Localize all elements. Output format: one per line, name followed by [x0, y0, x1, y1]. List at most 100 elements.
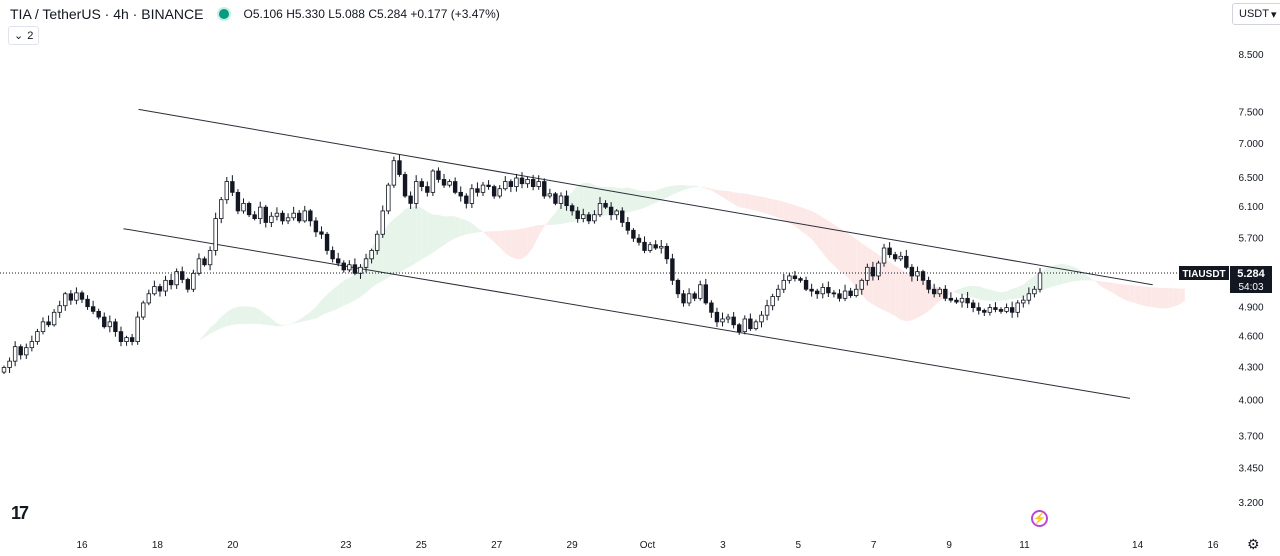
candle-body	[620, 210, 625, 223]
cloud-segment	[1095, 280, 1102, 287]
candle-body	[569, 205, 575, 212]
time-axis[interactable]: 16 18 20 23 25 27 29 Oct 3 5 7 9 11 14 16	[76, 540, 1219, 551]
cloud-segment	[165, 355, 172, 358]
cloud-segment	[700, 186, 706, 189]
symbol-title[interactable]: TIA / TetherUS · 4h · BINANCE	[10, 6, 204, 22]
cloud-segment	[460, 218, 467, 237]
y-tick-label: 3.200	[1238, 498, 1263, 509]
indicator-toggle-button[interactable]: ⌄ 2	[8, 26, 40, 45]
candle-body	[798, 278, 803, 281]
cloud-segment	[315, 300, 322, 319]
cloud-segment	[444, 216, 450, 246]
cloud-segment	[327, 289, 333, 313]
cloud-segment	[288, 322, 294, 325]
x-tick-label: 18	[152, 540, 164, 551]
x-tick-label: 23	[340, 540, 352, 551]
cloud-segment	[906, 272, 912, 322]
cloud-segment	[427, 211, 433, 257]
gear-icon[interactable]: ⚙	[1247, 536, 1260, 552]
candle-body	[18, 346, 23, 356]
cloud-segment	[533, 224, 539, 247]
cloud-segment	[728, 190, 734, 205]
x-tick-label: 11	[1019, 540, 1030, 551]
cloud-segment	[198, 334, 205, 341]
y-tick-label: 4.900	[1238, 303, 1263, 314]
cloud-segment	[755, 195, 762, 213]
cloud-segment	[884, 258, 890, 313]
candle-body	[224, 181, 229, 201]
cloud-segment	[962, 286, 968, 296]
candle-body	[118, 331, 124, 342]
candle-body	[659, 245, 664, 249]
cloud-segment	[260, 309, 266, 325]
currency-select[interactable]: USDT ▾	[1232, 3, 1280, 25]
candle-body	[113, 321, 118, 333]
candle-body	[124, 337, 129, 342]
cloud-segment	[895, 265, 901, 320]
cloud-segment	[956, 288, 963, 295]
candle-body	[670, 258, 675, 281]
cloud-segment	[349, 274, 355, 304]
price-axis[interactable]: 8.500 7.500 7.000 6.500 6.100 5.700 4.900 4.600…	[1238, 50, 1263, 509]
candle-body	[386, 184, 391, 212]
cloud-segment	[388, 218, 394, 278]
y-tick-label: 6.100	[1238, 202, 1263, 213]
candle-body	[937, 288, 942, 295]
candle-body	[592, 214, 597, 222]
candle-body	[842, 290, 848, 299]
cloud-segment	[354, 266, 361, 301]
candle-body	[269, 215, 274, 223]
cloud-segment	[872, 250, 879, 308]
cloud-segment	[421, 207, 428, 260]
candle-body	[809, 288, 814, 292]
candle-body	[297, 212, 302, 222]
candle-body	[291, 212, 296, 219]
candle-body	[536, 181, 541, 187]
candle-body	[519, 177, 525, 185]
cloud-segment	[293, 319, 300, 324]
candle-body	[865, 266, 870, 281]
close-label: C	[368, 7, 377, 21]
channel-lower-line[interactable]	[123, 228, 1131, 399]
cloud-segment	[148, 364, 155, 368]
candle-body	[915, 271, 920, 277]
cloud-segment	[705, 187, 712, 191]
flash-icon[interactable]: ⚡	[1031, 510, 1048, 527]
channel-upper-line[interactable]	[138, 108, 1153, 286]
cloud-segment	[850, 235, 857, 288]
cloud-segment	[711, 188, 717, 194]
cloud-segment	[237, 306, 244, 325]
indicator-count: 2	[27, 29, 34, 42]
change-value: +0.177 (+3.47%)	[410, 7, 500, 21]
high-label: H	[286, 7, 295, 21]
cloud-segment	[839, 228, 846, 275]
y-tick-label: 6.500	[1238, 173, 1263, 184]
candle-body	[853, 288, 859, 296]
candle-body	[219, 199, 224, 219]
cloud-segment	[1145, 286, 1152, 307]
candle-body	[542, 181, 547, 197]
y-tick-label: 4.300	[1238, 363, 1263, 374]
candle-body	[96, 310, 101, 318]
cloud-segment	[510, 229, 517, 259]
cloud-segment	[416, 206, 422, 263]
candle-body	[79, 292, 85, 300]
cloud-segment	[1140, 286, 1146, 307]
parallel-channel[interactable]	[123, 108, 1153, 399]
candle-body	[586, 214, 592, 222]
x-tick-label: 3	[720, 540, 726, 551]
cloud-segment	[739, 193, 745, 209]
candle-body	[642, 241, 647, 251]
candle-body	[397, 160, 402, 175]
candle-body	[335, 258, 341, 264]
candle-body	[653, 244, 658, 249]
candle-body	[892, 254, 898, 260]
candle-body	[146, 293, 152, 304]
caret-down-icon: ▾	[1270, 8, 1277, 21]
y-tick-label: 5.700	[1238, 233, 1263, 244]
candle-body	[525, 179, 530, 185]
candle-body	[664, 245, 670, 260]
cloud-segment	[822, 217, 829, 261]
cloud-segment	[382, 224, 389, 282]
